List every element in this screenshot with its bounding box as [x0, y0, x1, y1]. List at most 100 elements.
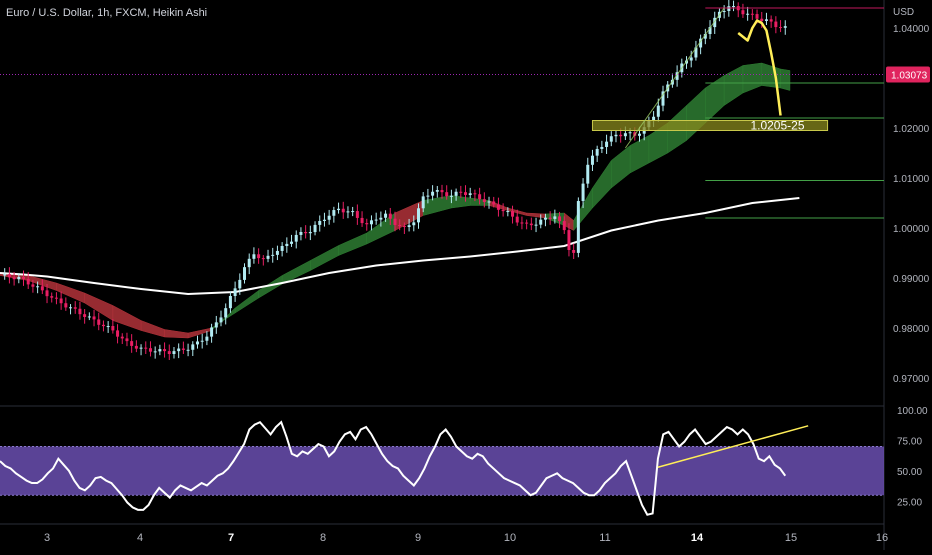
cloud-segment [686, 87, 706, 142]
candle-body [393, 218, 397, 225]
candle-body [148, 348, 152, 352]
candle-body [374, 219, 378, 221]
candle-body [337, 208, 341, 211]
candle-body [266, 255, 270, 259]
candle-body [341, 208, 345, 213]
candle-body [482, 199, 486, 202]
candle-body [703, 34, 707, 39]
rsi-tick-label: 75.00 [897, 436, 922, 447]
candle-body [275, 250, 279, 255]
time-tick-label: 8 [320, 532, 326, 544]
candle-body [327, 215, 331, 220]
candle-body [543, 217, 547, 220]
candle-body [294, 234, 298, 242]
candle-body [308, 232, 312, 234]
candle-body [332, 210, 336, 216]
candle-body [167, 351, 171, 354]
candle-body [727, 6, 731, 11]
cloud-segment [592, 159, 612, 209]
candle-body [355, 211, 359, 218]
candle-body [238, 279, 242, 289]
cloud-segment [164, 329, 189, 339]
candle-body [746, 13, 750, 15]
candle-body [369, 220, 373, 225]
moving-average-line [0, 197, 800, 296]
candle-body [572, 249, 576, 253]
candle-body [699, 38, 703, 48]
candle-body [449, 195, 453, 197]
candle-body [257, 254, 261, 259]
support-zone [591, 120, 829, 131]
candle-body [576, 201, 580, 253]
candle-body [431, 191, 435, 196]
candle-body [233, 288, 237, 297]
candle-body [407, 225, 411, 228]
time-tick-label: 10 [504, 532, 516, 544]
price-tick-label: 0.99000 [893, 274, 930, 285]
rsi-trendline [657, 425, 809, 468]
candle-body [153, 351, 157, 353]
projection-path [737, 19, 782, 116]
candle-body [769, 19, 773, 22]
zone-label: 1.0205-25 [750, 119, 804, 133]
candle-body [459, 191, 463, 193]
price-tick-label: 1.04000 [893, 24, 930, 35]
candle-body [614, 134, 618, 137]
candle-body [553, 216, 557, 219]
candle-body [219, 317, 223, 323]
currency-label: USD [893, 7, 914, 18]
candle-body [12, 277, 16, 280]
rsi-band [0, 446, 884, 496]
candle-body [520, 222, 524, 224]
candle-body [609, 136, 613, 142]
candle-body [97, 319, 101, 325]
candle-body [191, 344, 195, 350]
candle-body [64, 303, 68, 308]
cloud-segment [780, 68, 791, 91]
candle-body [195, 341, 199, 345]
candle-body [214, 322, 218, 328]
rsi-tick-label: 25.00 [897, 497, 922, 508]
candle-body [186, 349, 190, 351]
candle-body [313, 224, 317, 233]
candle-body [322, 219, 326, 221]
cloud-segment [310, 245, 339, 271]
candle-body [261, 258, 265, 260]
candle-body [144, 347, 148, 349]
candle-body [619, 134, 623, 137]
candle-body [177, 348, 181, 352]
candle-body [713, 17, 717, 28]
last-price-badge [886, 66, 930, 83]
candle-body [416, 208, 420, 223]
candle-body [346, 211, 350, 213]
candle-body [134, 345, 138, 349]
time-tick-label: 11 [599, 532, 610, 544]
candle-body [384, 213, 388, 218]
time-tick-label: 15 [785, 532, 797, 544]
candle-body [200, 340, 204, 342]
candle-body [271, 254, 275, 256]
candle-body [600, 146, 604, 149]
candle-body [304, 232, 308, 234]
candle-body [548, 217, 552, 219]
candle-body [478, 194, 482, 200]
candle-body [421, 196, 425, 209]
candle-body [252, 254, 256, 259]
candle-body [7, 274, 11, 278]
candle-body [426, 195, 430, 197]
candle-body [45, 290, 49, 297]
candle-body [360, 217, 364, 224]
candle-body [125, 338, 129, 342]
candle-body [628, 132, 632, 134]
cloud-segment [611, 144, 631, 189]
candle-body [210, 327, 214, 337]
candle-body [586, 164, 590, 184]
candle-body [172, 351, 176, 354]
candle-body [26, 278, 30, 285]
candle-body [590, 155, 594, 165]
time-tick-label: 7 [228, 532, 234, 544]
candle-body [605, 141, 609, 147]
candle-body [243, 267, 247, 280]
